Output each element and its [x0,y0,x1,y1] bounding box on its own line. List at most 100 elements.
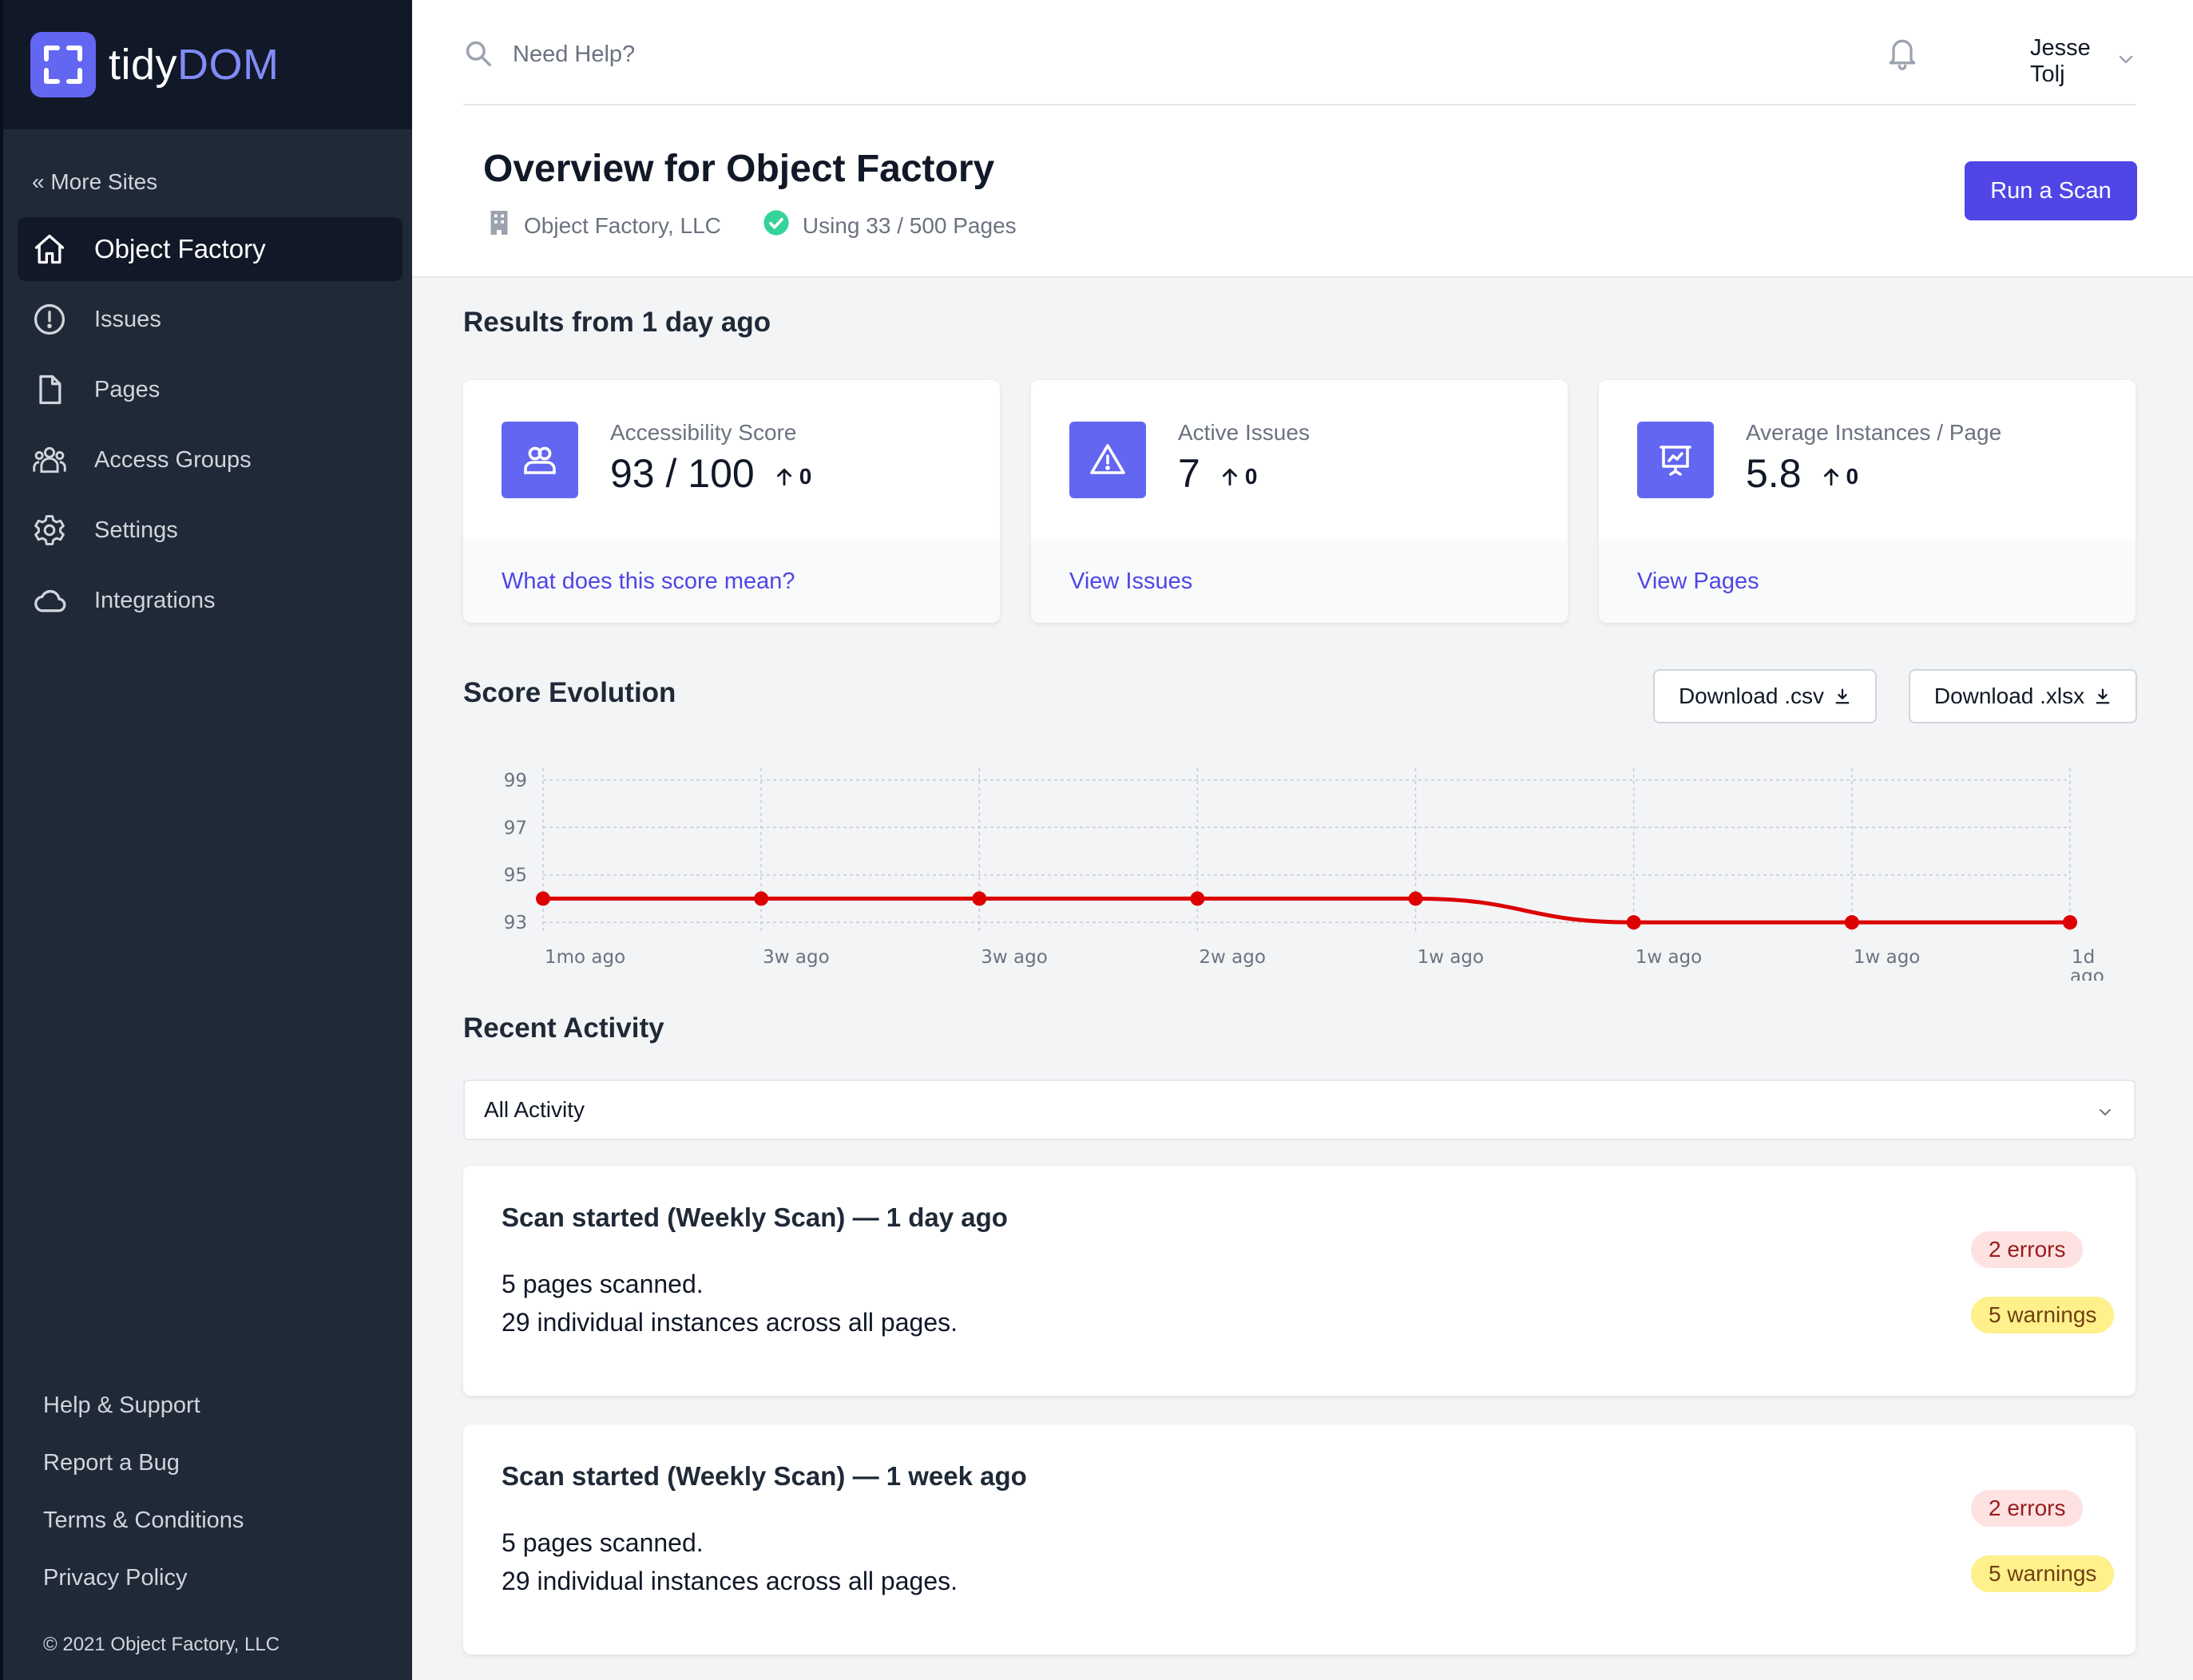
x-tick-label: 2w ago [1199,947,1266,968]
download-icon [2096,688,2110,704]
arrow-up-icon [1222,468,1237,486]
cloud-icon [32,583,67,618]
copyright: © 2021 Object Factory, LLC [43,1634,280,1655]
search-input[interactable] [513,35,1072,73]
score-evolution-title: Score Evolution [463,677,676,708]
logo-icon [30,32,96,97]
x-tick-label: 3w ago [981,947,1048,968]
warnings-badge: 5 warnings [1971,1297,2115,1333]
activity-item: Scan started (Weekly Scan) — 1 week ago … [463,1424,2135,1654]
check-circle-icon [763,209,803,242]
stat-delta: 0 [774,464,811,489]
sidebar-item-label: Integrations [94,587,216,613]
home-icon [32,232,67,267]
sidebar-footer: Help & Support Report a Bug Terms & Cond… [43,1389,244,1619]
x-tick-label: 1d ago [2070,947,2104,981]
errors-badge: 2 errors [1971,1490,2084,1527]
stat-value: 93 / 100 0 [610,450,811,497]
chevron-down-icon [2116,49,2135,75]
sidebar-item-integrations[interactable]: Integrations [18,569,403,632]
page-title: Overview for Object Factory [483,148,995,190]
main-content: Jesse Tolj Overview for Object Factory O… [412,0,2193,1680]
topbar: Jesse Tolj [463,0,2135,105]
stat-card-score: Accessibility Score 93 / 100 0 What does… [463,380,1000,623]
sidebar-item-issues[interactable]: Issues [18,287,403,351]
sidebar-item-object-factory[interactable]: Object Factory [18,217,403,281]
page-header: Jesse Tolj Overview for Object Factory O… [412,0,2193,278]
sidebar-item-label: Object Factory [94,234,266,263]
users-icon [32,442,67,477]
data-point [754,891,769,906]
data-point [536,891,550,906]
x-tick-label: 1w ago [1636,947,1703,968]
alert-circle-icon [32,302,67,337]
download-xlsx-button[interactable]: Download .xlsx [1909,669,2137,723]
activity-title: Scan started (Weekly Scan) — 1 day ago [502,1203,1008,1232]
activity-pages: 5 pages scanned. [502,1528,704,1557]
presentation-chart-icon [1637,422,1714,498]
view-issues-link[interactable]: View Issues [1069,568,1193,594]
usage-text: Using 33 / 500 Pages [802,212,1017,238]
y-tick-label: 99 [504,771,527,791]
stat-card-instances: Average Instances / Page 5.8 0 View Page… [1599,380,2135,623]
activity-item: Scan started (Weekly Scan) — 1 day ago 5… [463,1166,2135,1396]
errors-badge: 2 errors [1971,1231,2084,1268]
privacy-link[interactable]: Privacy Policy [43,1565,188,1591]
org-name: Object Factory, LLC [524,212,721,238]
data-point [1408,891,1423,906]
sidebar-item-label: Issues [94,306,161,332]
sidebar-nav: Object Factory Issues Pages Access Group… [18,217,403,639]
stat-label: Accessibility Score [610,420,797,445]
sidebar-item-pages[interactable]: Pages [18,358,403,422]
gear-icon [32,513,67,548]
report-bug-link[interactable]: Report a Bug [43,1450,180,1476]
activity-title: Scan started (Weekly Scan) — 1 week ago [502,1461,1027,1491]
logo[interactable]: tidyDOM [3,0,412,129]
org-info: Object Factory, LLC [487,209,721,242]
user-name: Jesse Tolj [2030,35,2091,87]
arrow-up-icon [1823,468,1838,486]
x-tick-label: 1w ago [1418,947,1485,968]
sidebar-item-settings[interactable]: Settings [18,498,403,562]
run-scan-button[interactable]: Run a Scan [1965,161,2137,220]
terms-link[interactable]: Terms & Conditions [43,1508,244,1533]
stat-number: 5.8 [1746,451,1802,496]
score-meaning-link[interactable]: What does this score mean? [502,568,795,594]
stat-number: 93 / 100 [610,451,755,496]
data-point [2063,915,2077,930]
download-csv-button[interactable]: Download .csv [1653,669,1877,723]
building-icon [487,209,524,242]
help-support-link[interactable]: Help & Support [43,1393,200,1418]
activity-instances: 29 individual instances across all pages… [502,1308,958,1337]
stat-delta: 0 [1821,464,1858,489]
data-point [1190,891,1205,906]
y-tick-label: 93 [504,913,527,933]
stat-label: Active Issues [1178,420,1310,445]
data-point [972,891,987,906]
download-icon [1835,688,1850,704]
sidebar-item-label: Pages [94,376,161,402]
results-title: Results from 1 day ago [463,307,771,338]
site-meta: Object Factory, LLC Using 33 / 500 Pages [487,209,1058,242]
score-evolution-chart: 93 95 97 99 1mo ago 3w ago 3w ago 2w ago 1w ago 1… [504,768,2104,981]
warnings-badge: 5 warnings [1971,1555,2115,1592]
users-icon [502,422,578,498]
usage-info: Using 33 / 500 Pages [763,209,1017,242]
sidebar-item-access-groups[interactable]: Access Groups [18,428,403,492]
sidebar-item-label: Access Groups [94,446,252,473]
data-point [1844,915,1859,930]
sidebar-item-label: Settings [94,517,178,543]
stat-card-issues: Active Issues 7 0 View Issues [1031,380,1568,623]
view-pages-link[interactable]: View Pages [1637,568,1759,594]
logo-text: tidyDOM [109,41,280,89]
document-icon [32,372,67,407]
user-menu[interactable]: Jesse Tolj [2030,35,2135,88]
search-icon [463,38,494,73]
activity-filter-value: All Activity [484,1097,585,1122]
bell-icon[interactable] [1885,34,1920,76]
y-tick-label: 95 [504,866,527,886]
stat-label: Average Instances / Page [1746,420,2002,445]
more-sites-link[interactable]: « More Sites [32,169,158,194]
data-point [1626,915,1641,930]
activity-filter-select[interactable]: All Activity [463,1080,2135,1140]
